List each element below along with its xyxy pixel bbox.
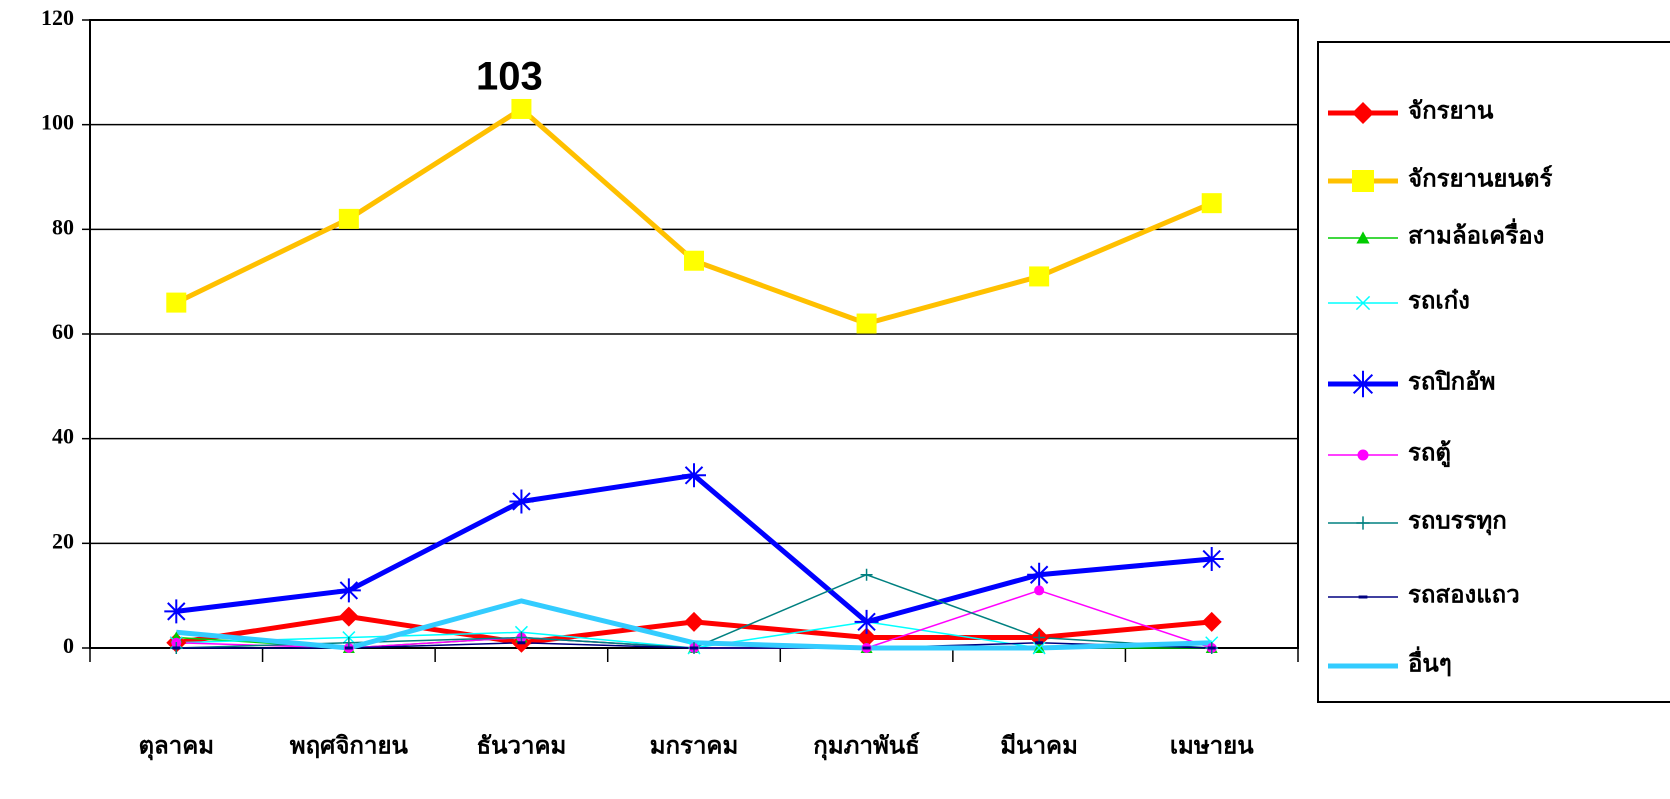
legend-label: จักรยาน bbox=[1408, 99, 1494, 125]
marker bbox=[166, 292, 187, 313]
y-tick-label: 20 bbox=[52, 528, 74, 553]
marker bbox=[338, 208, 359, 229]
legend-box bbox=[1317, 41, 1670, 703]
y-tick-label: 100 bbox=[41, 110, 74, 135]
marker bbox=[1355, 295, 1371, 311]
legend-label: รถบรรทุก bbox=[1408, 509, 1507, 537]
x-tick-label: กุมภาพันธ์ bbox=[813, 732, 920, 762]
x-tick-label: มกราคม bbox=[650, 734, 739, 760]
marker bbox=[1027, 562, 1052, 587]
marker bbox=[1034, 585, 1045, 596]
marker bbox=[856, 313, 877, 334]
x-tick-label: พฤศจิกายน bbox=[290, 734, 409, 760]
data-label: 103 bbox=[476, 55, 543, 99]
marker bbox=[1349, 370, 1377, 398]
marker bbox=[1199, 547, 1224, 572]
marker bbox=[1201, 611, 1222, 632]
marker bbox=[856, 627, 877, 648]
marker bbox=[1356, 516, 1370, 530]
marker bbox=[854, 609, 879, 634]
marker bbox=[336, 578, 361, 603]
x-tick-label: ตุลาคม bbox=[138, 734, 214, 762]
marker bbox=[1352, 102, 1374, 124]
legend-label: จักรยานยนตร์ bbox=[1408, 165, 1552, 193]
marker bbox=[1029, 266, 1050, 287]
legend-label: รถปิกอัพ bbox=[1408, 370, 1495, 396]
legend-label: สามล้อเครื่อง bbox=[1408, 218, 1544, 250]
legend-label: รถเก๋ง bbox=[1408, 289, 1470, 315]
y-tick-label: 40 bbox=[52, 424, 74, 449]
legend-label: อื่นๆ bbox=[1408, 646, 1452, 678]
marker bbox=[511, 98, 532, 119]
marker bbox=[509, 489, 534, 514]
marker bbox=[684, 250, 704, 271]
marker bbox=[684, 611, 704, 632]
marker bbox=[338, 606, 359, 627]
y-tick-label: 80 bbox=[52, 214, 74, 239]
marker bbox=[1352, 170, 1374, 192]
marker bbox=[1201, 193, 1222, 214]
y-tick-label: 0 bbox=[63, 633, 74, 658]
y-tick-label: 120 bbox=[41, 5, 74, 30]
x-tick-label: ธันวาคม bbox=[476, 734, 566, 760]
legend-label: รถสองแถว bbox=[1408, 583, 1520, 609]
y-tick-label: 60 bbox=[52, 319, 74, 344]
marker bbox=[1356, 231, 1370, 244]
x-tick-label: มีนาคม bbox=[1000, 733, 1078, 760]
marker bbox=[164, 599, 189, 624]
x-tick-label: เมษายน bbox=[1170, 734, 1254, 760]
legend-label: รถตู้ bbox=[1408, 440, 1451, 468]
marker bbox=[682, 463, 706, 488]
marker bbox=[1357, 449, 1369, 461]
marker bbox=[860, 568, 873, 581]
